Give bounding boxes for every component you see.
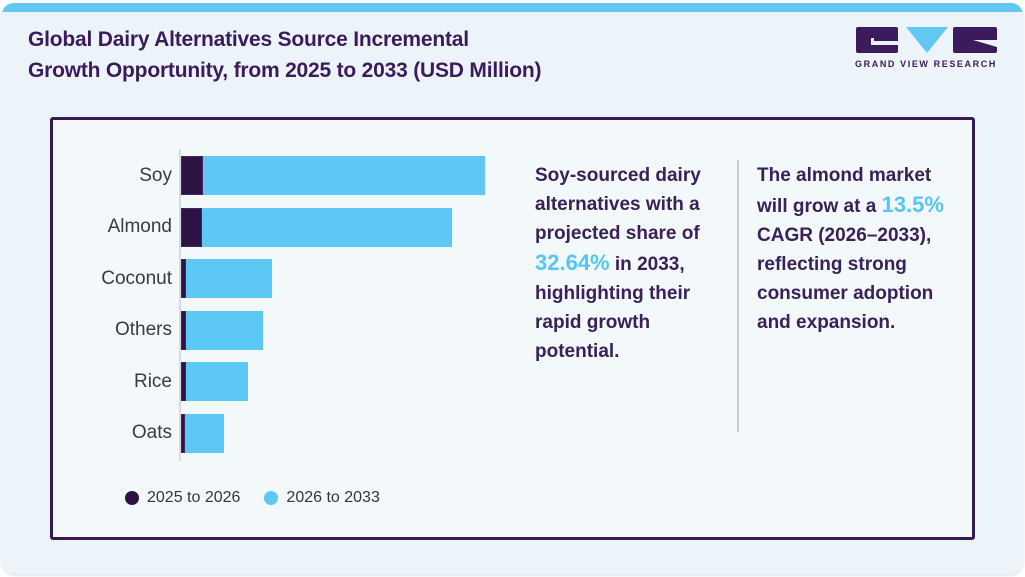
stacked-bar [181, 310, 264, 350]
bar-segment-2025-to-2026 [181, 207, 202, 247]
bar-row: Others [53, 310, 485, 350]
insight-almond-text-end: CAGR (2026–2033), reflecting strong cons… [757, 225, 934, 333]
chart-card: Soy Almond Coconut Others Rice Oats 2025 to 2… [50, 117, 975, 540]
insight-almond: The almond market will grow at a 13.5% C… [757, 161, 963, 337]
bar-segment-2026-to-2033 [184, 413, 225, 453]
stacked-bar [181, 413, 225, 453]
page-title-line2: Growth Opportunity, from 2025 to 2033 (U… [28, 59, 542, 82]
bar-row: Rice [53, 362, 485, 401]
stacked-bar [181, 362, 248, 401]
bar-segment-2025-to-2026 [181, 156, 203, 195]
bar-segment-2026-to-2033 [202, 156, 485, 195]
insight-almond-highlight: 13.5% [881, 192, 944, 217]
bar-row: Coconut [53, 259, 485, 298]
bar-segment-2025-to-2026 [181, 413, 185, 453]
legend-label: 2026 to 2033 [286, 489, 380, 506]
bar-segment-2026-to-2033 [201, 207, 452, 247]
bar-row: Soy [53, 156, 485, 195]
insight-soy-text: Soy-sourced dairy alternatives with a pr… [535, 165, 701, 244]
legend-dot-2026-2033 [264, 491, 279, 505]
category-label: Almond [107, 216, 172, 237]
y-axis-line [179, 149, 181, 461]
bar-segment-2025-to-2026 [181, 259, 186, 298]
insight-soy-text-end: in 2033, highlighting their rapid growth… [535, 254, 691, 362]
bar-segment-2026-to-2033 [185, 310, 264, 350]
insight-soy: Soy-sourced dairy alternatives with a pr… [535, 161, 733, 366]
stacked-bar [181, 259, 272, 298]
category-label: Others [114, 319, 172, 340]
stacked-bar [181, 207, 452, 247]
legend-dot-2025-2026 [125, 491, 139, 505]
legend-item-2025-2026: 2025 to 2026 [125, 489, 240, 507]
category-label: Coconut [101, 267, 172, 289]
gvr-logo: GRAND VIEW RESEARCH [855, 27, 997, 69]
bar-row: Oats [53, 413, 485, 453]
insight-almond-text: The almond market will grow at a [757, 165, 932, 217]
bar-segment-2025-to-2026 [181, 362, 186, 401]
bar-segment-2025-to-2026 [181, 310, 186, 350]
bar-segment-2026-to-2033 [185, 259, 272, 298]
bar-segment-2026-to-2033 [185, 362, 248, 401]
insight-divider [737, 160, 739, 432]
category-label: Rice [133, 370, 172, 392]
insight-soy-highlight: 32.64% [535, 250, 610, 275]
stacked-bar [181, 156, 485, 195]
legend-item-2026-2033: 2026 to 2033 [264, 489, 380, 507]
top-accent-strip [2, 3, 1023, 12]
page-title: Global Dairy Alternatives Source Increme… [28, 24, 541, 86]
gvr-logo-icon [855, 27, 997, 53]
legend-label: 2025 to 2026 [147, 489, 241, 506]
page-title-line1: Global Dairy Alternatives Source Increme… [28, 28, 469, 51]
gvr-logo-wordmark: GRAND VIEW RESEARCH [855, 59, 997, 69]
bar-chart: Soy Almond Coconut Others Rice Oats [53, 156, 485, 453]
chart-legend: 2025 to 2026 2026 to 2033 [125, 489, 380, 507]
bar-row: Almond [53, 207, 485, 247]
category-label: Oats [131, 422, 172, 443]
category-label: Soy [139, 164, 172, 186]
